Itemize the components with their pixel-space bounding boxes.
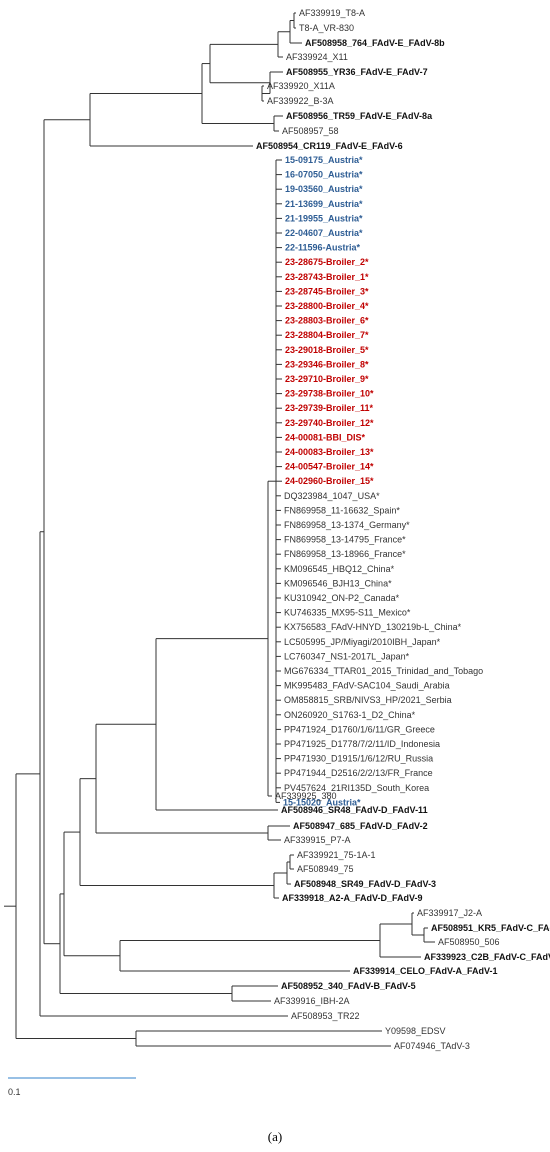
taxon-label: 19-03560_Austria*: [285, 184, 363, 194]
scale-bar-label: 0.1: [8, 1087, 21, 1097]
taxon-label: 23-28804-Broiler_7*: [285, 330, 369, 340]
taxon-label: LC760347_NS1-2017L_Japan*: [284, 651, 410, 661]
taxon-label: AF508950_506: [438, 937, 500, 947]
taxon-label: 23-28803-Broiler_6*: [285, 316, 369, 326]
tree-branches: [4, 12, 435, 1047]
taxon-label: 15-15020_Austria*: [283, 797, 361, 807]
taxon-label: AF508956_TR59_FAdV-E_FAdV-8a: [286, 111, 433, 121]
taxon-label: PP471925_D1778/7/2/11/ID_Indonesia: [284, 739, 440, 749]
taxon-labels: AF339919_T8-A T8-A_VR-830 AF508958_764_FAd…: [256, 8, 550, 1051]
taxon-label: AF508947_685_FAdV-D_FAdV-2: [293, 821, 428, 831]
taxon-label: 23-29739-Broiler_11*: [285, 403, 374, 413]
taxon-label: AF339914_CELO_FAdV-A_FAdV-1: [353, 966, 498, 976]
taxon-label: AF508952_340_FAdV-B_FAdV-5: [281, 981, 416, 991]
taxon-label: 21-19955_Austria*: [285, 213, 363, 223]
taxon-label: PP471944_D2516/2/2/13/FR_France: [284, 768, 433, 778]
panel-label: (a): [268, 1129, 282, 1144]
taxon-label: AF339921_75-1A-1: [297, 850, 376, 860]
taxon-label: FN869958_13-18966_France*: [284, 549, 406, 559]
scale-bar: 0.1: [8, 1077, 136, 1097]
taxon-label: AF339922_B-3A: [267, 96, 334, 106]
taxon-label: 23-29710-Broiler_9*: [285, 374, 369, 384]
taxon-label: 24-00547-Broiler_14*: [285, 462, 374, 472]
taxon-label: KM096545_HBQ12_China*: [284, 564, 395, 574]
taxon-label: KX756583_FAdV-HNYD_130219b-L_China*: [284, 622, 462, 632]
taxon-label: 23-29740-Broiler_12*: [285, 418, 374, 428]
taxon-label: KU310942_ON-P2_Canada*: [284, 593, 400, 603]
taxon-label: AF508958_764_FAdV-E_FAdV-8b: [305, 38, 445, 48]
taxon-label: ON260920_S1763-1_D2_China*: [284, 710, 416, 720]
taxon-label: 24-00081-BBI_DIS*: [285, 432, 366, 442]
taxon-label: AF339917_J2-A: [417, 908, 482, 918]
taxon-label: 15-09175_Austria*: [285, 155, 363, 165]
taxon-label: DQ323984_1047_USA*: [284, 491, 380, 501]
taxon-label: 22-04607_Austria*: [285, 228, 363, 238]
taxon-label: 21-13699_Austria*: [285, 199, 363, 209]
taxon-label: KM096546_BJH13_China*: [284, 578, 392, 588]
taxon-label: PP471924_D1760/1/6/11/GR_Greece: [284, 724, 435, 734]
taxon-label: AF339925_380: [275, 791, 337, 801]
taxon-label: LC505995_JP/Miyagi/2010IBH_Japan*: [284, 637, 441, 647]
taxon-label: 22-11596-Austria*: [285, 243, 361, 253]
taxon-label: 23-29738-Broiler_10*: [285, 389, 374, 399]
taxon-label: PV457624_21RI135D_South_Korea: [284, 783, 429, 793]
taxon-label: AF508946_SR48_FAdV-D_FAdV-11: [281, 805, 428, 815]
taxon-label: AF508953_TR22: [291, 1011, 360, 1021]
taxon-label: FN869958_11-16632_Spain*: [284, 505, 400, 515]
taxon-label: AF339919_T8-A: [299, 8, 365, 18]
taxon-label: 24-00083-Broiler_13*: [285, 447, 374, 457]
taxon-label: 23-29346-Broiler_8*: [285, 359, 369, 369]
taxon-label: AF339915_P7-A: [284, 835, 351, 845]
taxon-label: OM858815_SRB/NIVS3_HP/2021_Serbia: [284, 695, 452, 705]
taxon-label: AF339916_IBH-2A: [274, 996, 350, 1006]
taxon-label: FN869958_13-1374_Germany*: [284, 520, 410, 530]
taxon-label: AF339920_X11A: [267, 81, 335, 91]
taxon-label: MG676334_TTAR01_2015_Trinidad_and_Tobago: [284, 666, 483, 676]
taxon-label: AF508954_CR119_FAdV-E_FAdV-6: [256, 141, 403, 151]
taxon-label: 23-29018-Broiler_5*: [285, 345, 369, 355]
taxon-label: AF508957_58: [282, 126, 339, 136]
taxon-label: 23-28743-Broiler_1*: [285, 272, 369, 282]
taxon-label: 24-02960-Broiler_15*: [285, 476, 374, 486]
taxon-label: PP471930_D1915/1/6/12/RU_Russia: [284, 754, 433, 764]
taxon-label: Y09598_EDSV: [385, 1026, 446, 1036]
taxon-label: MK995483_FAdV-SAC104_Saudi_Arabia: [284, 681, 450, 691]
taxon-label: 16-07050_Austria*: [285, 170, 363, 180]
taxon-label: AF339918_A2-A_FAdV-D_FAdV-9: [282, 893, 423, 903]
taxon-label: T8-A_VR-830: [299, 23, 354, 33]
taxon-label: AF508948_SR49_FAdV-D_FAdV-3: [294, 879, 436, 889]
taxon-label: AF508949_75: [297, 864, 354, 874]
taxon-label: AF508955_YR36_FAdV-E_FAdV-7: [286, 67, 428, 77]
taxon-label: 23-28800-Broiler_4*: [285, 301, 369, 311]
taxon-label: AF339923_C2B_FAdV-C_FAdV-10: [424, 952, 550, 962]
taxon-label: 23-28745-Broiler_3*: [285, 286, 369, 296]
taxon-label: AF074946_TAdV-3: [394, 1041, 470, 1051]
taxon-label: 23-28675-Broiler_2*: [285, 257, 369, 267]
taxon-label: AF339924_X11: [286, 52, 348, 62]
taxon-label: FN869958_13-14795_France*: [284, 535, 406, 545]
taxon-label: AF508951_KR5_FAdV-C_FAdV-4: [431, 923, 550, 933]
taxon-label: KU746335_MX95-S11_Mexico*: [284, 608, 411, 618]
